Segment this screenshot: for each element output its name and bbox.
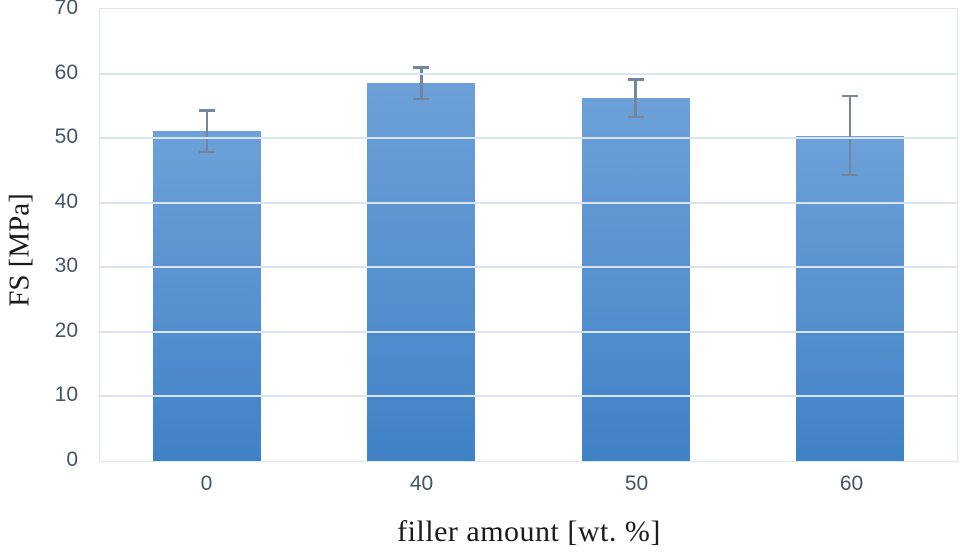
gridline [100, 330, 957, 333]
bar [153, 131, 262, 461]
error-bar-stem [205, 109, 209, 153]
error-bar-stem [634, 78, 637, 119]
error-bar-cap [841, 173, 858, 177]
bar-slot [743, 9, 957, 461]
error-bar-cap [199, 109, 216, 112]
error-bar [413, 66, 430, 101]
error-bar-cap [413, 97, 430, 101]
error-bar [841, 94, 858, 177]
x-tick-label: 40 [409, 472, 434, 495]
x-tick-label: 0 [200, 472, 213, 495]
y-tick-label: 50 [54, 125, 78, 149]
y-tick-label: 0 [66, 448, 78, 471]
y-tick-label: 10 [54, 383, 78, 407]
bar [581, 98, 690, 461]
bar-slot [100, 9, 314, 461]
error-bar-cap [841, 94, 858, 98]
gridline [100, 266, 957, 269]
y-tick-label: 40 [54, 189, 78, 213]
plot-area [99, 8, 958, 462]
error-bar-stem [848, 94, 852, 177]
error-bar [199, 109, 216, 153]
bars-container [100, 9, 957, 461]
gridline [100, 72, 957, 75]
bar [795, 135, 904, 461]
y-tick-label: 30 [54, 254, 78, 278]
error-bar-cap [627, 78, 644, 81]
error-bar-stem [420, 66, 423, 101]
error-bar [627, 78, 644, 119]
y-axis-tick-labels: 0 10 20 30 40 50 60 70 [0, 0, 78, 557]
bar-slot [314, 9, 528, 461]
x-tick-label: 60 [839, 472, 864, 495]
error-bar-cap [627, 115, 644, 119]
bar [367, 83, 476, 461]
y-tick-label: 20 [54, 318, 78, 342]
x-tick-label: 50 [624, 472, 649, 495]
y-tick-label: 60 [54, 60, 78, 84]
x-axis-title: filler amount [wt. %] [397, 515, 661, 548]
gridline [100, 137, 957, 140]
y-tick-label: 70 [54, 0, 78, 19]
error-bar-cap [199, 150, 216, 153]
gridline [100, 201, 957, 204]
error-bar-cap [413, 66, 430, 69]
gridline [100, 395, 957, 398]
x-axis-tick-labels: 0 40 50 60 [99, 472, 959, 496]
bar-slot [529, 9, 743, 461]
